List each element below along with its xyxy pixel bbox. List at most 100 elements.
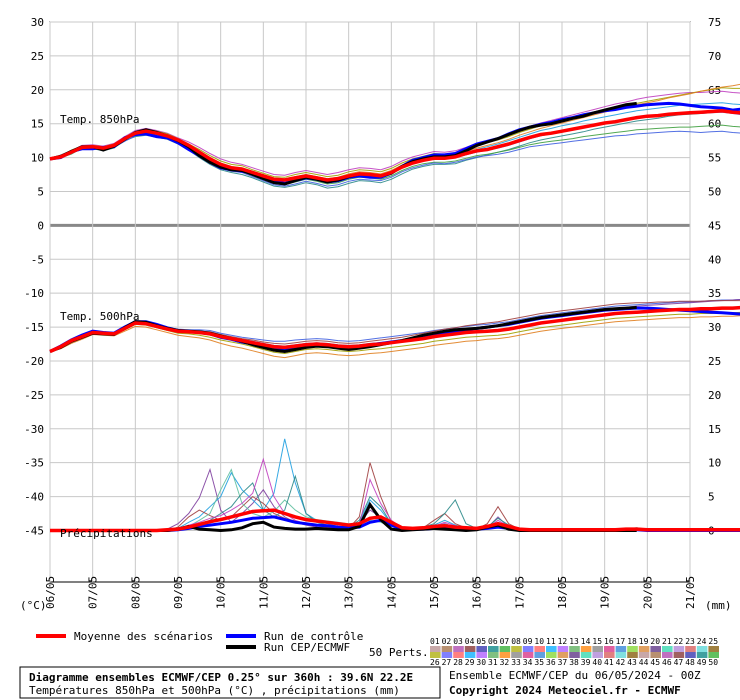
right-tick-label: 25 — [708, 355, 721, 368]
pert-swatch — [453, 652, 464, 658]
right-tick-label: 5 — [708, 491, 715, 504]
mean-line — [49, 305, 740, 354]
left-tick-label: -30 — [24, 423, 44, 436]
footer-copyright: Copyright 2024 Meteociel.fr - ECMWF — [449, 684, 681, 697]
pert-swatch — [685, 652, 696, 658]
x-tick-label: 11/05 — [257, 576, 270, 609]
pert-number: 20 — [650, 637, 660, 646]
pert-swatch — [638, 646, 650, 652]
pert-number: 24 — [697, 637, 707, 646]
pert-swatch — [522, 652, 534, 658]
pert-number: 16 — [604, 637, 614, 646]
pert-number: 40 — [592, 658, 602, 667]
footer-run: Ensemble ECMWF/CEP du 06/05/2024 - 00Z — [449, 669, 701, 682]
pert-swatch — [627, 652, 638, 658]
x-tick-label: 08/05 — [129, 576, 142, 609]
pert-swatch — [580, 652, 592, 658]
x-tick-label: 10/05 — [215, 576, 228, 609]
pert-swatch — [696, 652, 708, 658]
pert-number: 27 — [442, 658, 452, 667]
pert-number: 50 — [708, 658, 718, 667]
pert-swatch — [708, 652, 719, 658]
right-tick-label: 65 — [708, 84, 721, 97]
pert-number: 39 — [581, 658, 591, 667]
x-tick-label: 21/05 — [684, 576, 697, 609]
legend: Moyenne des scénarios Run de contrôle Ru… — [36, 630, 719, 667]
pert-number: 05 — [476, 637, 486, 646]
pert-swatch — [488, 652, 499, 658]
pert-number: 14 — [581, 637, 591, 646]
pert-number: 18 — [627, 637, 637, 646]
x-tick-label: 12/05 — [300, 576, 313, 609]
x-tick-label: 07/05 — [87, 576, 100, 609]
pert-swatch — [534, 652, 545, 658]
pert-number: 29 — [465, 658, 475, 667]
right-tick-label: 10 — [708, 457, 721, 470]
pert-swatch — [604, 646, 615, 652]
pert-number: 37 — [558, 658, 568, 667]
pert-swatch — [615, 652, 627, 658]
right-tick-label: 60 — [708, 118, 721, 131]
pert-swatch — [488, 646, 499, 652]
x-tick-label: 13/05 — [343, 576, 356, 609]
right-tick-label: 45 — [708, 219, 721, 232]
pert-number: 04 — [465, 637, 475, 646]
pert-number: 35 — [534, 658, 544, 667]
member-line — [49, 110, 740, 189]
panel-label-500: Temp. 500hPa — [60, 310, 139, 323]
pert-swatch — [476, 652, 487, 658]
pert-swatch — [441, 652, 453, 658]
pert-swatch — [511, 646, 522, 652]
pert-number: 36 — [546, 658, 556, 667]
x-tick-label: 15/05 — [428, 576, 441, 609]
pert-number: 15 — [592, 637, 602, 646]
x-tick-label: 06/05 — [44, 576, 57, 609]
pert-swatch — [638, 652, 650, 658]
pert-number: 06 — [488, 637, 498, 646]
footer-subtitle: Températures 850hPa et 500hPa (°C) , pré… — [29, 684, 400, 697]
left-tick-label: 15 — [31, 118, 44, 131]
pert-number: 28 — [453, 658, 463, 667]
right-tick-label: 55 — [708, 152, 721, 165]
plot-frame — [49, 21, 691, 583]
right-tick-label: 30 — [708, 321, 721, 334]
mean-line — [49, 109, 740, 182]
right-tick-label: 15 — [708, 423, 721, 436]
chart-grid — [49, 21, 691, 583]
pert-swatch — [557, 646, 569, 652]
pert-swatch — [476, 646, 487, 652]
panel-label-850: Temp. 850hPa — [60, 113, 139, 126]
pert-swatch — [650, 652, 661, 658]
pert-swatch — [441, 646, 453, 652]
x-tick-label: 14/05 — [385, 576, 398, 609]
left-tick-label: -45 — [24, 524, 44, 537]
ensemble-means — [49, 109, 740, 533]
perturbation-color-grid: 01 02 03 04 05 06 07 08 09 10 11 12 13 14 15 16 17 18 19 20… — [430, 637, 719, 667]
pert-swatch — [499, 646, 511, 652]
left-tick-label: 30 — [31, 16, 44, 29]
pert-number: 42 — [616, 658, 626, 667]
left-tick-label: -5 — [31, 253, 44, 266]
left-tick-label: -25 — [24, 389, 44, 402]
mean-line — [50, 508, 740, 533]
pert-number: 32 — [500, 658, 510, 667]
legend-mean-label: Moyenne des scénarios — [74, 630, 213, 643]
pert-number: 12 — [558, 637, 568, 646]
pert-swatch — [546, 646, 557, 652]
pert-number: 26 — [430, 658, 440, 667]
left-tick-label: -40 — [24, 491, 44, 504]
legend-control-label: Run de contrôle — [264, 630, 363, 643]
member-line — [49, 299, 740, 352]
pert-swatch — [534, 646, 545, 652]
pert-number: 38 — [569, 658, 579, 667]
pert-number: 48 — [685, 658, 695, 667]
pert-swatch — [453, 646, 464, 652]
pert-number: 21 — [662, 637, 672, 646]
pert-number: 10 — [534, 637, 544, 646]
pert-number: 25 — [708, 637, 718, 646]
pert-swatch — [627, 646, 638, 652]
pert-number: 33 — [511, 658, 521, 667]
x-tick-label: 09/05 — [172, 576, 185, 609]
pert-number: 03 — [453, 637, 463, 646]
pert-number: 11 — [546, 637, 556, 646]
